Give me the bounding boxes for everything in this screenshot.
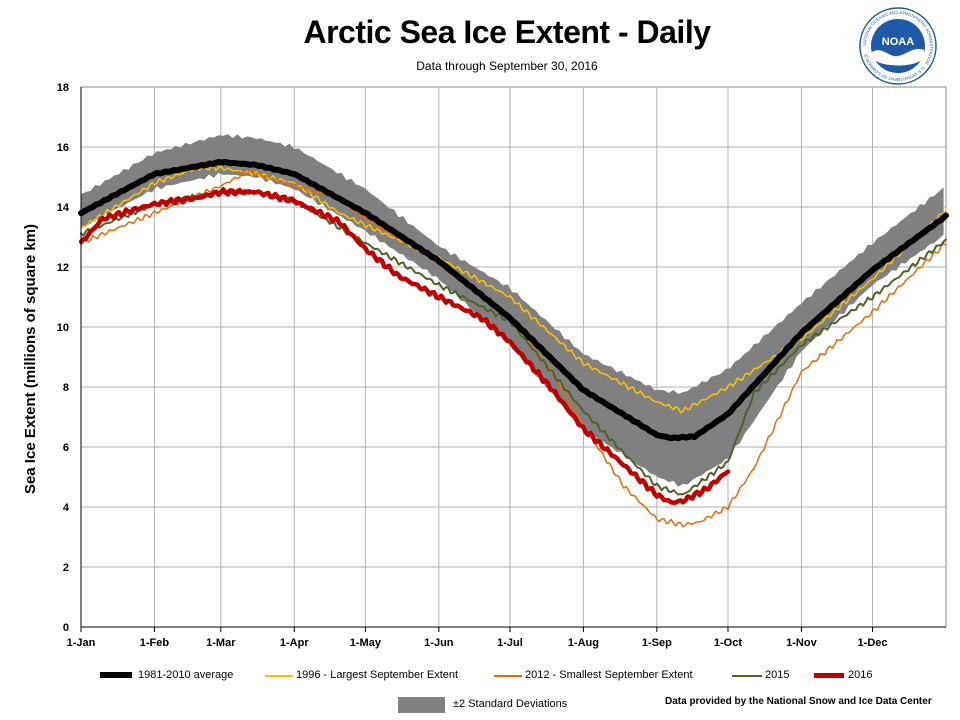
legend-label-1996: 1996 - Largest September Extent [296, 669, 459, 681]
y-tick-label: 0 [63, 622, 69, 634]
x-tick-label: 1-Sep [642, 637, 672, 649]
y-axis-label: Sea Ice Extent (millions of square km) [22, 224, 39, 494]
legend-label-average: 1981-2010 average [138, 669, 234, 681]
y-tick-label: 10 [57, 322, 69, 334]
x-tick-label: 1-Oct [714, 637, 742, 649]
series-line-1981-2010-average [78, 159, 949, 442]
legend-swatch-average [100, 672, 132, 678]
x-tick-label: 1-May [350, 637, 382, 649]
x-tick-label: 1-Aug [568, 637, 599, 649]
x-tick-label: 1-Nov [786, 637, 817, 649]
x-tick-label: 1-Jan [67, 637, 96, 649]
x-tick-label: 1-Apr [280, 637, 309, 649]
legend-label-2016: 2016 [848, 669, 873, 681]
y-tick-label: 8 [63, 382, 69, 394]
x-tick-label: 1-Jul [497, 637, 523, 649]
x-tick-label: 1-Mar [206, 637, 236, 649]
std-dev-band [81, 134, 944, 487]
y-tick-label: 14 [57, 202, 70, 214]
y-tick-label: 6 [63, 442, 69, 454]
y-tick-label: 16 [57, 142, 69, 154]
y-tick-label: 12 [57, 262, 69, 274]
data-credit: Data provided by the National Snow and I… [665, 696, 932, 707]
legend-swatch-2016 [814, 673, 844, 678]
y-tick-label: 18 [57, 82, 69, 94]
y-tick-label: 2 [63, 562, 69, 574]
legend-label-std-dev: ±2 Standard Deviations [453, 698, 568, 710]
chart-subtitle: Data through September 30, 2016 [416, 59, 598, 73]
legend-label-2015: 2015 [765, 669, 790, 681]
y-tick-label: 4 [63, 502, 70, 514]
legend-swatch-2012 [494, 675, 522, 677]
chart-title: Arctic Sea Ice Extent - Daily [303, 14, 711, 50]
logo-text: NOAA [882, 36, 914, 48]
x-tick-label: 1-Dec [858, 637, 888, 649]
legend-swatch-2015 [732, 675, 762, 677]
noaa-logo: NOAA NATIONAL OCEANIC AND ATMOSPHERIC AD… [859, 7, 937, 85]
legend-swatch-std-dev [398, 697, 445, 713]
series-line-1996-largest-september-extent [80, 164, 947, 414]
legend-swatch-1996 [265, 675, 293, 677]
x-tick-label: 1-Feb [140, 637, 170, 649]
legend-label-2012: 2012 - Smallest September Extent [525, 669, 693, 681]
series-line-2016 [78, 187, 731, 505]
x-tick-label: 1-Jun [424, 637, 454, 649]
